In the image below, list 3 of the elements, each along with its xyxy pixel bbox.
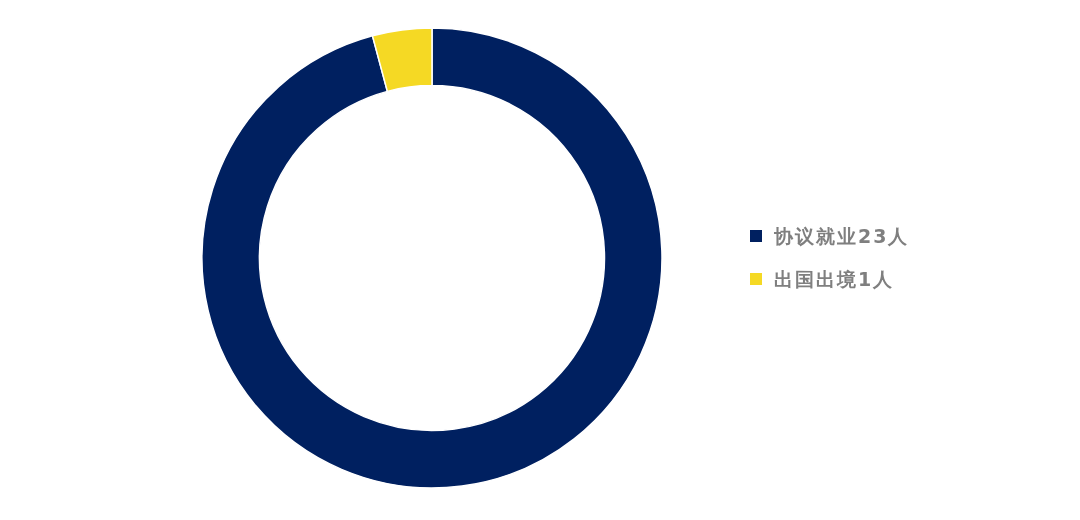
donut-slice (201, 27, 663, 489)
legend-label: 出国出境1人 (774, 268, 895, 290)
legend-label: 协议就业23人 (773, 225, 910, 247)
